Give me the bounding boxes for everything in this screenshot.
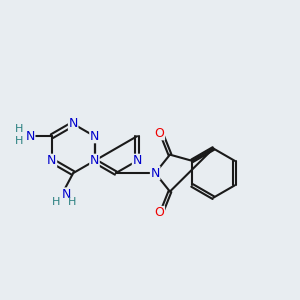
Text: O: O [154,127,164,140]
Text: H: H [68,197,76,207]
Text: N: N [68,117,78,130]
Text: N: N [90,130,99,143]
Text: N: N [90,154,99,167]
Text: H: H [15,124,23,134]
Text: O: O [154,206,164,220]
Text: H: H [15,136,23,146]
Text: N: N [132,154,142,167]
Text: N: N [47,154,57,167]
Text: N: N [26,130,35,143]
Text: N: N [62,188,71,201]
Text: H: H [52,197,60,207]
Text: N: N [151,167,160,180]
